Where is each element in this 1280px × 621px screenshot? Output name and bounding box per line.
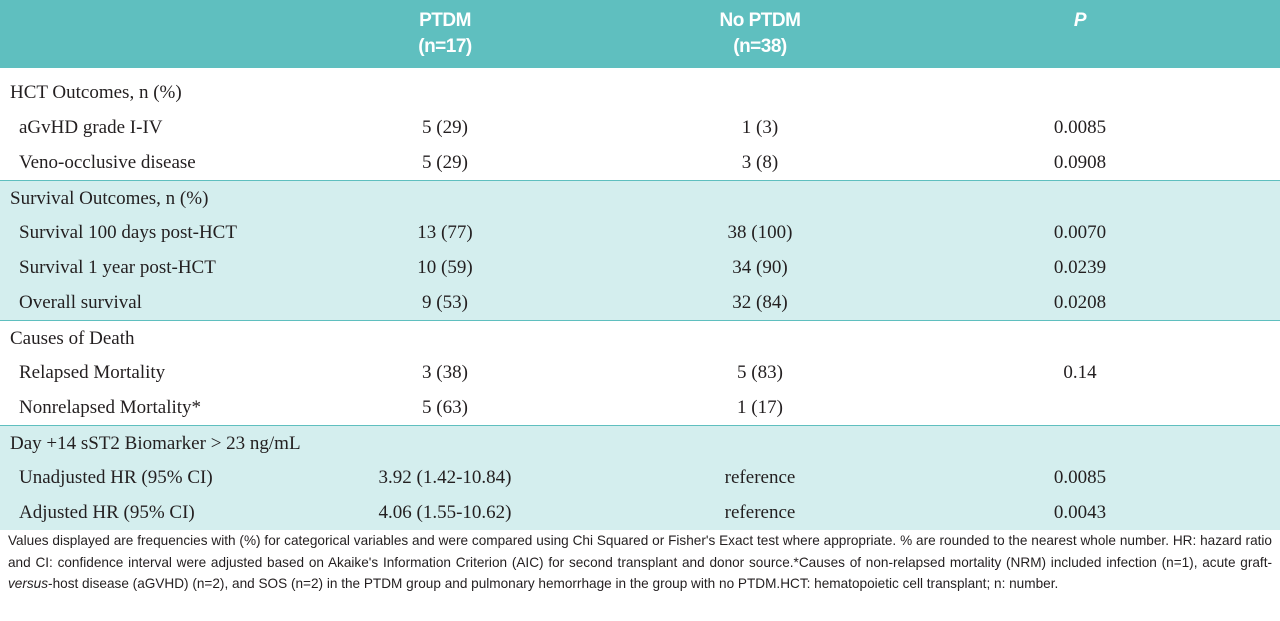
cell-value: 0.0070 bbox=[1053, 222, 1107, 243]
row-label: Relapsed Mortality bbox=[19, 362, 166, 383]
row-label: Adjusted HR (95% CI) bbox=[19, 502, 195, 523]
footnote-text: -host disease (aGVHD) (n=2), and SOS (n=… bbox=[48, 576, 1059, 591]
data-row: Overall survival 9 (53) 32 (84) 0.0208 bbox=[0, 285, 1280, 320]
cell-value: 5 (29) bbox=[422, 152, 468, 173]
column-header: No PTDM (n=38) bbox=[640, 8, 880, 60]
row-label: Unadjusted HR (95% CI) bbox=[19, 467, 213, 488]
cell-value: 38 (100) bbox=[727, 222, 793, 243]
data-row: Relapsed Mortality 3 (38) 5 (83) 0.14 bbox=[0, 355, 1280, 390]
section-title: Survival Outcomes, n (%) bbox=[10, 188, 209, 209]
row-label: Overall survival bbox=[19, 292, 142, 313]
cell-value: 13 (77) bbox=[417, 222, 473, 243]
cell-value: 0.0908 bbox=[1053, 152, 1107, 173]
cell-value: 5 (63) bbox=[422, 397, 468, 418]
header-bar bbox=[0, 0, 1280, 68]
cell-value: 0.0043 bbox=[1053, 502, 1107, 523]
row-label: Survival 100 days post-HCT bbox=[19, 222, 237, 243]
footnote-text: versus bbox=[8, 576, 49, 591]
section-title-row: Survival Outcomes, n (%) bbox=[0, 180, 1280, 216]
column-header: PTDM (n=17) bbox=[325, 8, 565, 60]
header-line: P bbox=[1073, 10, 1087, 31]
cell-value: 5 (29) bbox=[422, 117, 468, 138]
data-row: Survival 1 year post-HCT 10 (59) 34 (90) 0.… bbox=[0, 250, 1280, 285]
row-label: Survival 1 year post-HCT bbox=[19, 257, 216, 278]
row-label: Nonrelapsed Mortality* bbox=[19, 397, 202, 418]
row-label: Veno-occlusive disease bbox=[19, 152, 196, 173]
header-line: PTDM bbox=[419, 10, 471, 31]
header-line: (n=38) bbox=[733, 36, 787, 57]
cell-value: 3.92 (1.42-10.84) bbox=[378, 467, 512, 488]
section-title-row: HCT Outcomes, n (%) bbox=[0, 75, 1280, 110]
cell-value: 4.06 (1.55-10.62) bbox=[378, 502, 512, 523]
data-row: Veno-occlusive disease 5 (29) 3 (8) 0.0908 bbox=[0, 145, 1280, 180]
column-header: P bbox=[960, 8, 1200, 34]
footnote: Values displayed are frequencies with (%… bbox=[8, 530, 1272, 595]
cell-value: 0.0239 bbox=[1053, 257, 1107, 278]
section-title: HCT Outcomes, n (%) bbox=[10, 82, 182, 103]
cell-value: 10 (59) bbox=[417, 257, 473, 278]
section-title-row: Day +14 sST2 Biomarker > 23 ng/mL bbox=[0, 425, 1280, 461]
row-label: aGvHD grade I-IV bbox=[19, 117, 163, 138]
cell-value: 0.14 bbox=[1063, 362, 1097, 383]
cell-value: 1 (17) bbox=[737, 397, 783, 418]
footnote-text: Values displayed are frequencies with (%… bbox=[8, 533, 1272, 570]
cell-value: 9 (53) bbox=[422, 292, 468, 313]
cell-value: 0.0085 bbox=[1053, 467, 1107, 488]
data-row: aGvHD grade I-IV 5 (29) 1 (3) 0.0085 bbox=[0, 110, 1280, 145]
cell-value: 1 (3) bbox=[741, 117, 779, 138]
data-row: Nonrelapsed Mortality* 5 (63) 1 (17) bbox=[0, 390, 1280, 425]
header-line: (n=17) bbox=[418, 36, 472, 57]
cell-value: 3 (8) bbox=[741, 152, 779, 173]
header-line: No PTDM bbox=[719, 10, 801, 31]
cell-value: 0.0085 bbox=[1053, 117, 1107, 138]
cell-value: 0.0208 bbox=[1053, 292, 1107, 313]
section-title: Causes of Death bbox=[10, 328, 135, 349]
cell-value: reference bbox=[724, 502, 796, 523]
cell-value: 32 (84) bbox=[732, 292, 788, 313]
cell-value: 34 (90) bbox=[732, 257, 788, 278]
data-row: Unadjusted HR (95% CI) 3.92 (1.42-10.84) r… bbox=[0, 460, 1280, 495]
section-title-row: Causes of Death bbox=[0, 320, 1280, 356]
data-row: Survival 100 days post-HCT 13 (77) 38 (100… bbox=[0, 215, 1280, 250]
cell-value: reference bbox=[724, 467, 796, 488]
cell-value: 5 (83) bbox=[737, 362, 783, 383]
section-title: Day +14 sST2 Biomarker > 23 ng/mL bbox=[10, 433, 301, 454]
data-row: Adjusted HR (95% CI) 4.06 (1.55-10.62) ref… bbox=[0, 495, 1280, 530]
cell-value: 3 (38) bbox=[422, 362, 468, 383]
